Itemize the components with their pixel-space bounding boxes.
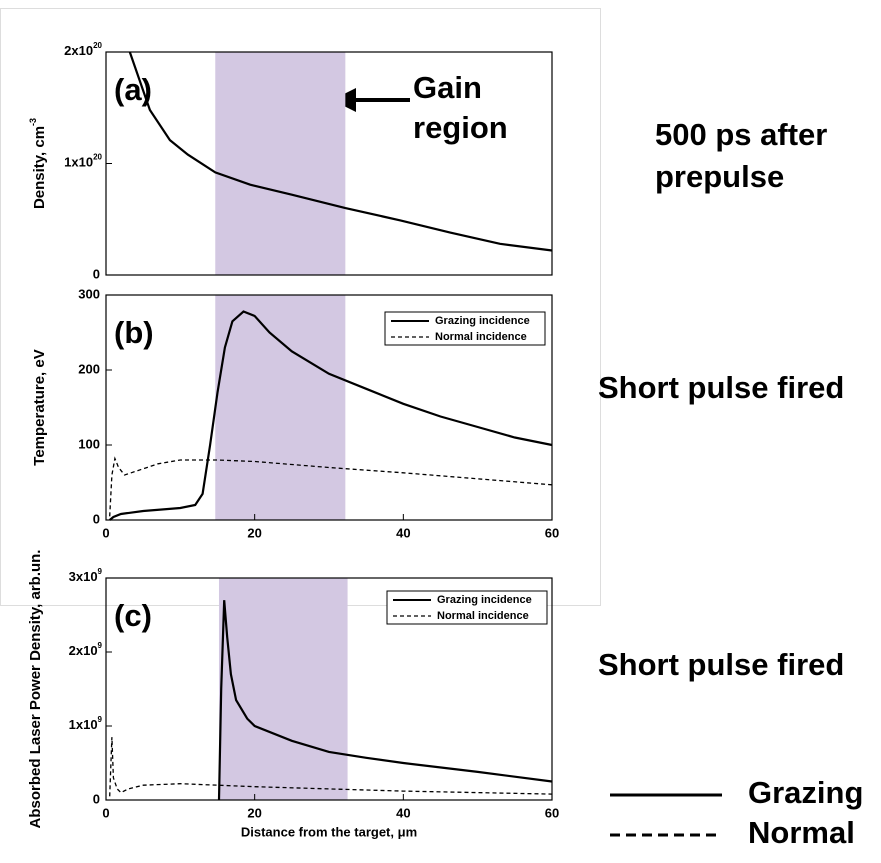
y-tick-label: 1x109 [69,715,103,732]
side-note: prepulse [655,159,784,194]
y-tick-exp: 9 [98,715,103,724]
legend-box [386,590,548,625]
y-tick-exp: 20 [93,153,102,162]
y-tick-text: 1x10 [64,155,93,170]
x-tick-label: 0 [102,525,109,540]
data-line [109,737,553,797]
x-tick-label: 60 [545,525,559,540]
side-note: Short pulse fired [598,370,844,405]
y-tick-label: 2x109 [69,641,103,658]
y-tick-label: 0 [93,511,100,526]
y-tick-text: 1x10 [69,717,98,732]
legend-label: Grazing incidence [437,594,532,606]
key-label: Normal [748,815,855,850]
legend-label: Normal incidence [437,610,529,622]
x-tick-label: 40 [396,805,410,820]
y-tick-label: 200 [78,361,100,376]
panel-label: (b) [114,315,154,350]
annotation: region [413,110,508,145]
y-axis-label: Temperature, eV [31,349,48,465]
y-tick-label: 0 [93,791,100,806]
key-label: Grazing [748,775,863,810]
y-tick-label: 2x1020 [64,41,102,58]
plot-frame [105,577,553,801]
x-tick-label: 20 [247,525,261,540]
y-tick-text: 2x10 [69,643,98,658]
data-line [128,51,553,252]
y-axis-label: Absorbed Laser Power Density, arb.un. [27,550,44,829]
y-axis-text: Absorbed Laser Power Density, arb.un. [27,550,44,829]
x-tick-label: 60 [545,805,559,820]
y-tick-text: 3x10 [69,569,98,584]
data-line [217,600,553,801]
legend-label: Normal incidence [435,331,527,343]
y-tick-label: 0 [93,266,100,281]
x-tick-label: 20 [247,805,261,820]
y-axis-text: Density, cm [31,126,48,209]
legend-box [384,311,546,346]
x-axis-label: Distance from the target, μm [241,824,417,839]
y-axis-label: Density, cm-3 [28,118,48,209]
y-tick-label: 300 [78,286,100,301]
x-tick-label: 0 [102,805,109,820]
gain-region [215,52,346,275]
gain-region [218,578,348,800]
y-axis-text: Temperature, eV [31,349,48,465]
data-line [109,310,553,521]
gain-region [215,295,346,520]
side-note: Short pulse fired [598,647,844,682]
y-axis-exp: -3 [28,118,38,126]
panel-label: (a) [114,72,152,107]
y-tick-exp: 9 [98,641,103,650]
panel-label: (c) [114,598,152,633]
y-tick-exp: 20 [93,41,102,50]
x-tick-label: 40 [396,525,410,540]
legend-label: Grazing incidence [435,315,530,327]
side-note: 500 ps after [655,117,827,152]
annotation: Gain [413,70,482,105]
data-line [109,456,553,517]
y-tick-exp: 9 [98,567,103,576]
y-tick-label: 3x109 [69,567,103,584]
y-tick-text: 2x10 [64,43,93,58]
y-tick-label: 100 [78,436,100,451]
y-tick-label: 1x1020 [64,153,102,170]
plot-frame [105,51,553,276]
plot-frame [105,294,553,521]
